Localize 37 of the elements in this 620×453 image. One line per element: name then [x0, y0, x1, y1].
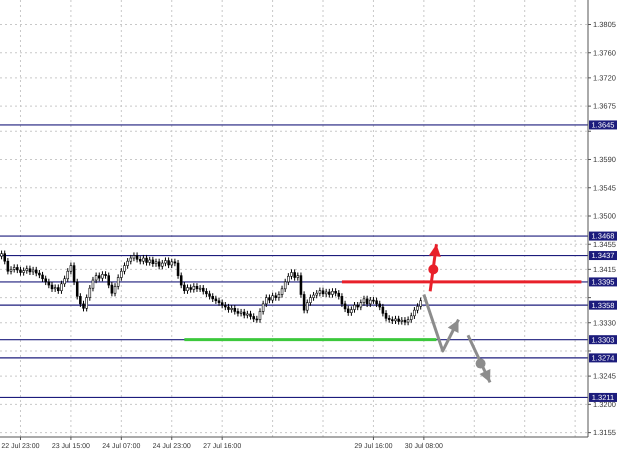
candlestick	[152, 256, 154, 268]
candlestick	[101, 270, 104, 282]
candlestick	[34, 266, 38, 277]
candlestick	[50, 281, 54, 292]
candlestick	[413, 306, 416, 320]
candlestick	[369, 296, 372, 308]
candlestick	[161, 259, 164, 270]
candlestick	[340, 292, 344, 308]
candlestick	[167, 256, 170, 269]
candlestick	[202, 284, 205, 295]
candlestick	[57, 284, 60, 294]
candlestick	[362, 295, 366, 306]
candlestick	[350, 306, 353, 316]
candlestick	[346, 305, 350, 316]
candlestick	[234, 304, 236, 316]
candlestick	[28, 265, 32, 276]
candlestick	[158, 258, 160, 270]
candlestick	[130, 254, 132, 265]
candlestick	[353, 302, 356, 314]
candlestick	[242, 308, 246, 319]
candlestick	[44, 275, 47, 286]
candlestick	[145, 254, 148, 266]
candlestick	[170, 258, 174, 269]
candlestick	[192, 282, 196, 294]
candlestick	[41, 271, 44, 282]
candlestick	[186, 284, 189, 294]
candlestick	[142, 254, 145, 265]
candlestick	[293, 268, 296, 282]
candlestick	[375, 297, 378, 308]
candlestick	[419, 297, 422, 310]
candlestick	[331, 288, 334, 298]
candlestick	[366, 295, 368, 308]
candlestick	[322, 287, 324, 298]
candlestick	[48, 278, 50, 289]
candlestick	[271, 292, 274, 304]
candlestick	[360, 298, 362, 311]
candlestick	[136, 252, 138, 263]
